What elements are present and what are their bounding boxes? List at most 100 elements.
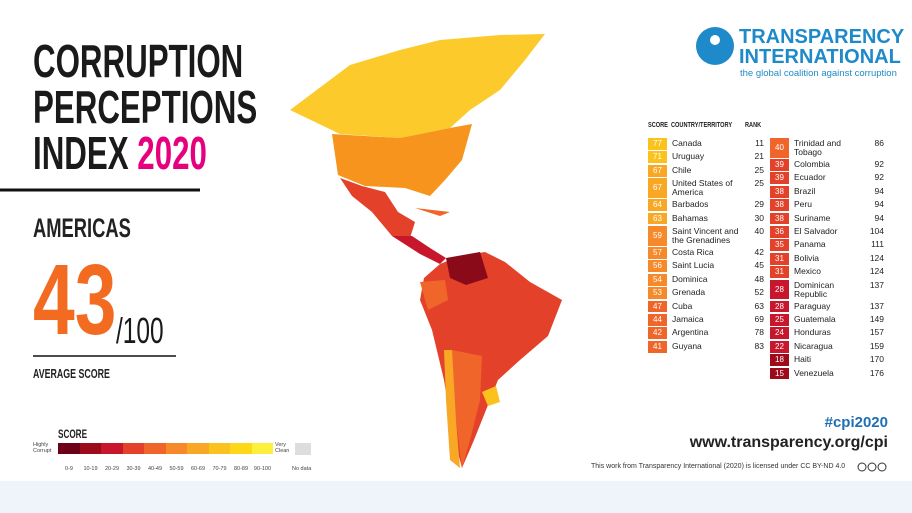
country-cell: Nicaragua xyxy=(794,340,833,351)
score-cell: 63 xyxy=(648,212,667,225)
score-cell: 41 xyxy=(648,340,667,353)
bottom-strip xyxy=(0,481,912,513)
score-cell: 47 xyxy=(648,300,667,313)
region-ecuador-colombia xyxy=(420,280,448,310)
table-row: 28 Paraguay 137 xyxy=(770,300,888,314)
table-row: 38 Suriname 94 xyxy=(770,212,888,226)
legend-bin-label: 30-39 xyxy=(126,466,141,472)
table-row: 31 Mexico 124 xyxy=(770,266,888,279)
region-mexico xyxy=(340,178,415,238)
table-row: 28 Dominican Republic 137 xyxy=(770,279,888,301)
score-cell: 39 xyxy=(770,159,789,171)
table-header: RANK xyxy=(745,122,762,129)
rank-cell: 159 xyxy=(869,340,884,351)
region-argentina xyxy=(450,350,482,468)
table-row: 36 El Salvador 104 xyxy=(770,226,888,239)
region-central xyxy=(392,236,446,264)
rank-cell: 52 xyxy=(754,287,764,298)
table-row: 64 Barbados 29 xyxy=(648,199,768,212)
rank-cell: 78 xyxy=(754,327,764,338)
score-cell: 38 xyxy=(770,212,789,225)
table-row: 67 United States of America 25 xyxy=(648,178,768,199)
rank-cell: 21 xyxy=(754,151,764,162)
table-row: 63 Bahamas 30 xyxy=(648,212,768,226)
cc-icon xyxy=(867,462,877,472)
rank-cell: 124 xyxy=(869,266,884,277)
legend-swatch xyxy=(101,443,123,454)
rank-cell: 92 xyxy=(874,172,884,183)
country-cell: Dominican Republic xyxy=(794,279,835,299)
legend-no-data: No data xyxy=(292,466,312,472)
no-data-swatch xyxy=(295,443,311,455)
table-row: 56 Saint Lucia 45 xyxy=(648,260,768,273)
score-cell: 22 xyxy=(770,340,789,353)
rank-cell: 83 xyxy=(754,340,764,351)
table-row: 39 Ecuador 92 xyxy=(770,172,888,185)
legend-bin-label: 50-59 xyxy=(169,466,184,472)
score-cell: 67 xyxy=(648,178,667,198)
legend-swatch xyxy=(58,443,80,454)
country-cell: Jamaica xyxy=(672,314,704,324)
legend-title: SCORE xyxy=(58,427,88,441)
country-cell: Bolivia xyxy=(794,252,820,263)
table-row: 39 Colombia 92 xyxy=(770,159,888,172)
license: This work from Transparency Internationa… xyxy=(591,463,846,470)
score-cell: 71 xyxy=(648,151,667,164)
country-cell: Haiti xyxy=(794,354,812,365)
region-name: AMERICAS xyxy=(33,213,131,243)
country-cell: Saint Vincent and the Grenadines xyxy=(672,226,739,245)
title-line: INDEX 2020 xyxy=(33,130,257,176)
score-cell: 31 xyxy=(770,266,789,279)
region-cuba xyxy=(415,208,450,216)
country-cell: Brazil xyxy=(794,185,816,196)
table-row: 59 Saint Vincent and the Grenadines 40 xyxy=(648,226,768,247)
rank-cell: 137 xyxy=(869,300,884,311)
score-cell: 42 xyxy=(648,327,667,340)
country-cell: Barbados xyxy=(672,199,709,210)
table-row: 15 Venezuela 176 xyxy=(770,367,888,381)
table-row: 47 Cuba 63 xyxy=(648,300,768,314)
rank-cell: 69 xyxy=(754,314,764,324)
legend-bin-label: 20-29 xyxy=(104,466,120,472)
rank-cell: 29 xyxy=(754,199,764,210)
table-row: 38 Peru 94 xyxy=(770,199,888,212)
logo-text: TRANSPARENCY INTERNATIONAL xyxy=(739,27,904,67)
rank-cell: 11 xyxy=(755,138,764,148)
legend-bin-label: 60-69 xyxy=(190,466,206,472)
country-cell: Grenada xyxy=(672,287,706,298)
rank-cell: 94 xyxy=(874,199,884,210)
score-cell: 40 xyxy=(770,138,789,158)
table-row: 31 Bolivia 124 xyxy=(770,252,888,266)
title-line: PERCEPTIONS xyxy=(33,81,258,133)
table-row: 24 Honduras 157 xyxy=(770,327,888,340)
score-cell: 28 xyxy=(770,300,789,313)
legend-swatch xyxy=(230,443,252,454)
title: CORRUPTION PERCEPTIONS INDEX 2020 xyxy=(33,38,257,176)
country-cell: Canada xyxy=(672,138,702,148)
score-cell: 25 xyxy=(770,314,789,326)
country-cell: Cuba xyxy=(672,300,693,311)
country-cell: Dominica xyxy=(672,273,708,284)
table-header: COUNTRY/TERRITORY xyxy=(671,122,733,129)
score-cell: 31 xyxy=(770,252,789,265)
rank-cell: 25 xyxy=(754,164,764,175)
country-cell: Guyana xyxy=(672,340,702,351)
country-cell: Argentina xyxy=(672,327,709,338)
score-cell: 53 xyxy=(648,287,667,300)
table-row: 22 Nicaragua 159 xyxy=(770,340,888,354)
country-cell: United States of America xyxy=(672,178,733,198)
rank-cell: 104 xyxy=(869,226,884,236)
rank-cell: 94 xyxy=(874,185,884,196)
rank-cell: 124 xyxy=(869,252,884,263)
cc-icon xyxy=(857,462,867,472)
rank-cell: 40 xyxy=(754,226,764,236)
legend-bin-label: 10-19 xyxy=(83,466,98,472)
legend-bin-label: 0-9 xyxy=(65,466,73,472)
rank-cell: 170 xyxy=(869,354,884,365)
score-cell: 24 xyxy=(770,327,789,340)
title-year: 2020 xyxy=(137,127,207,179)
score-cell: 38 xyxy=(770,199,789,212)
logo-tagline: the global coalition against corruption xyxy=(740,68,897,79)
